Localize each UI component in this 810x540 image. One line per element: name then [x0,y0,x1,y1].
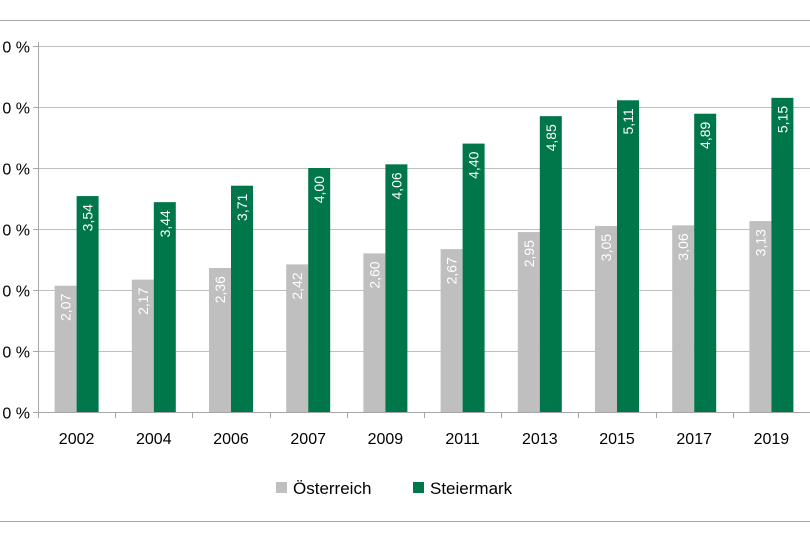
bar-steiermark [771,97,794,412]
data-label: 3,13 [752,229,768,256]
data-label: 2,07 [58,294,74,321]
x-tick-label: 2009 [368,431,404,448]
x-tick-label: 2006 [213,431,249,448]
bars: 2,07 3,54 2,17 3,44 2,36 3,71 2,42 4,00 2,60 4,06… [54,97,794,413]
bar-oesterreich [440,249,463,412]
y-tick-label: 0 % [2,223,30,240]
data-label: 3,54 [80,204,96,231]
bar-steiermark [694,113,717,413]
legend-swatch [413,482,424,493]
data-label: 2,36 [212,276,228,303]
x-tick-label: 2011 [445,431,480,448]
bar-oesterreich [749,221,772,412]
x-tick-label: 2017 [676,431,712,448]
bar-steiermark [462,143,485,412]
bar-oesterreich [595,225,617,412]
x-tick-label: 2007 [290,431,326,448]
x-tick-label: 2002 [59,431,95,448]
y-tick-label: 0 % [2,40,30,57]
data-label: 2,60 [366,261,382,288]
y-tick-label: 0 % [2,406,30,423]
data-label: 4,85 [543,124,559,151]
x-tick-label: 2015 [599,431,635,448]
bar-oesterreich [54,285,77,412]
data-label: 5,15 [774,106,790,133]
bar-oesterreich [672,225,695,412]
bar-steiermark [308,168,331,412]
data-label: 4,00 [311,176,327,203]
bar-steiermark [76,196,99,412]
x-tick-label: 2019 [754,431,790,448]
bar-oesterreich [286,264,309,412]
bar-oesterreich [517,232,540,412]
data-label: 2,67 [444,257,460,284]
y-tick-label: 0 % [2,284,30,301]
data-label: 4,89 [697,121,713,148]
legend-label: Österreich [293,479,371,498]
bar-oesterreich [209,268,231,412]
data-label: 5,11 [620,108,636,134]
bar-steiermark [539,116,562,413]
data-label: 3,71 [234,193,250,220]
bar-oesterreich [363,253,386,412]
data-label: 3,05 [598,234,614,261]
x-axis-tick-labels: 2002 2004 2006 2007 2009 2011 2013 2015 2017 2019 [59,431,789,448]
y-tick-label: 0 % [2,101,30,118]
bar-steiermark [385,164,408,412]
legend-label: Steiermark [430,479,513,498]
x-axis [33,42,810,418]
data-label: 2,95 [521,240,537,267]
x-tick-label: 2013 [522,431,558,448]
data-label: 3,06 [675,233,691,260]
bar-oesterreich [131,279,154,412]
x-tick-label: 2004 [136,431,172,448]
bar-steiermark [231,185,253,412]
y-tick-label: 0 % [2,345,30,362]
bar-steiermark [617,100,639,412]
legend: Österreich Steiermark [276,479,513,498]
data-label: 4,06 [388,172,404,199]
data-label: 4,40 [466,151,482,178]
y-tick-label: 0 % [2,162,30,179]
data-label: 2,17 [135,287,151,314]
data-label: 2,42 [289,272,305,299]
data-label: 3,44 [157,210,173,237]
bar-steiermark [153,202,176,412]
y-axis-tick-labels: 0 % 0 % 0 % 0 % 0 % 0 % 0 % [2,40,30,423]
legend-swatch [276,482,287,493]
